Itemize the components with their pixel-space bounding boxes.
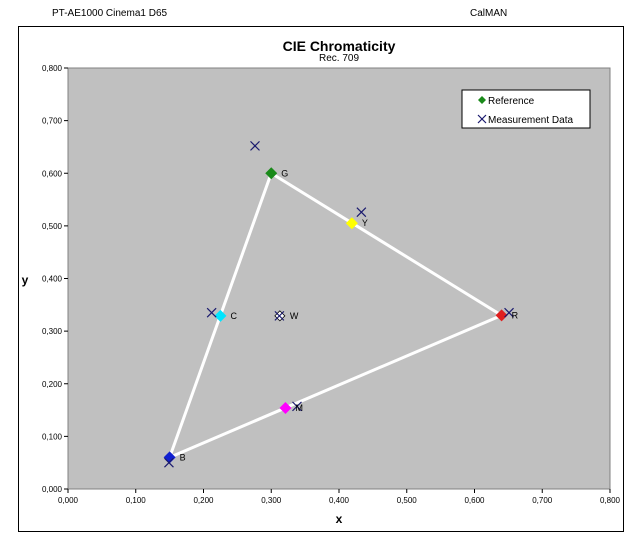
- y-axis-label: y: [22, 273, 29, 287]
- y-tick-label: 0,300: [42, 327, 63, 336]
- reference-point-g: [265, 167, 278, 180]
- measurement-point: [504, 307, 514, 318]
- point-label-y: Y: [362, 218, 368, 228]
- x-tick-label: 0,800: [600, 496, 621, 505]
- legend-measurement-marker: [477, 114, 487, 124]
- point-label-g: G: [281, 168, 288, 178]
- reference-point-m: [279, 401, 292, 414]
- legend: Reference Measurement Data: [461, 89, 591, 129]
- y-axis-ticks: 0,000 0,100 0,200 0,300 0,400 0,500 0,600 0,700…: [42, 64, 68, 494]
- x-axis-label: x: [336, 512, 343, 526]
- x-tick-label: 0,200: [193, 496, 214, 505]
- measurement-point: [206, 307, 217, 318]
- y-tick-label: 0,400: [42, 275, 63, 284]
- point-label-m: M: [295, 403, 303, 413]
- x-tick-label: 0,100: [126, 496, 147, 505]
- y-tick-label: 0,600: [42, 169, 63, 178]
- point-label-b: B: [180, 452, 186, 462]
- plot-area: [67, 67, 611, 490]
- chart-subtitle: Rec. 709: [319, 53, 359, 64]
- y-tick-label: 0,100: [42, 432, 63, 441]
- reference-series: [163, 167, 508, 464]
- point-label-w: W: [290, 311, 299, 321]
- x-tick-label: 0,400: [329, 496, 350, 505]
- x-tick-label: 0,700: [532, 496, 553, 505]
- measurement-point: [292, 401, 302, 412]
- report-software-name: CalMAN: [470, 8, 508, 19]
- y-tick-label: 0,500: [42, 222, 63, 231]
- measurement-point: [274, 310, 285, 321]
- point-label-r: R: [512, 310, 519, 320]
- measurement-series: [164, 140, 514, 468]
- measurement-point: [250, 140, 260, 151]
- point-labels: G Y R M B C W: [180, 168, 519, 462]
- x-tick-label: 0,300: [261, 496, 282, 505]
- y-tick-label: 0,800: [42, 64, 63, 73]
- chart-title: CIE Chromaticity: [283, 38, 396, 54]
- legend-reference-label: Reference: [488, 96, 535, 107]
- reference-point-c: [214, 309, 227, 322]
- reference-point-y: [345, 217, 358, 230]
- legend-measurement-label: Measurement Data: [488, 115, 573, 126]
- x-tick-label: 0,600: [464, 496, 485, 505]
- measurement-point: [164, 457, 174, 468]
- reference-point-r: [495, 309, 508, 322]
- legend-reference-marker: [478, 96, 486, 104]
- x-axis-ticks: 0,000 0,100 0,200 0,300 0,400 0,500 0,600 0,700…: [58, 489, 621, 505]
- point-label-c: C: [230, 311, 237, 321]
- y-tick-label: 0,000: [42, 485, 63, 494]
- measurement-point: [356, 207, 367, 218]
- y-tick-label: 0,200: [42, 380, 63, 389]
- x-tick-label: 0,500: [397, 496, 418, 505]
- report-device-name: PT-AE1000 Cinema1 D65: [52, 8, 168, 19]
- y-tick-label: 0,700: [42, 117, 63, 126]
- x-tick-label: 0,000: [58, 496, 79, 505]
- legend-box: [461, 89, 591, 129]
